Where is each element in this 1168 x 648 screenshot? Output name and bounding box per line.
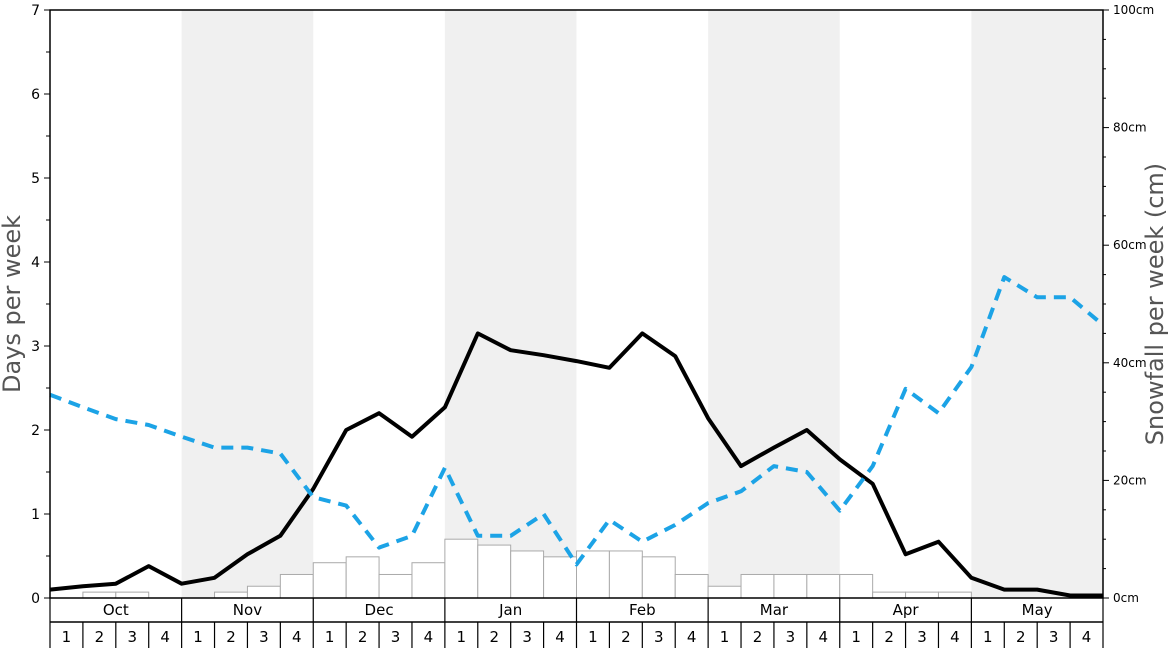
week-label: 3 bbox=[786, 628, 796, 646]
snowfall-bar bbox=[839, 573, 874, 599]
snowfall-bar bbox=[707, 585, 742, 599]
week-label: 4 bbox=[950, 628, 960, 646]
snowfall-bar bbox=[115, 591, 150, 599]
snowfall-bars bbox=[82, 538, 972, 599]
week-label: 2 bbox=[753, 628, 763, 646]
snowfall-bar bbox=[773, 573, 808, 599]
snowfall-bar bbox=[872, 591, 907, 599]
snowfall-bar bbox=[510, 550, 545, 599]
week-label: 4 bbox=[1082, 628, 1092, 646]
right-tick-label: 0cm bbox=[1113, 591, 1139, 605]
week-label: 4 bbox=[819, 628, 829, 646]
week-label: 3 bbox=[1049, 628, 1059, 646]
month-bands bbox=[181, 10, 1103, 598]
snowfall-bar bbox=[214, 591, 248, 599]
snowfall-bar bbox=[411, 562, 446, 599]
week-row: 1 2 3 4 1 2 3 4 1 2 3 4 1 2 3 4 1 2 3 4 1 2 3 4 1 2 3 4 1 2 3 4 bbox=[49, 622, 1104, 648]
week-label: 2 bbox=[358, 628, 368, 646]
week-label: 1 bbox=[851, 628, 861, 646]
week-label: 1 bbox=[457, 628, 467, 646]
snowfall-bar bbox=[246, 585, 281, 599]
solid-series-line bbox=[49, 331, 1103, 598]
month-label-dec: Dec bbox=[365, 601, 394, 619]
month-label-mar: Mar bbox=[760, 601, 789, 619]
month-label-jan: Jan bbox=[498, 601, 522, 619]
week-label: 3 bbox=[259, 628, 269, 646]
month-band-mar bbox=[708, 10, 840, 598]
month-row: Oct Nov Dec Jan Feb Mar Apr May bbox=[49, 598, 1104, 623]
week-label: 3 bbox=[654, 628, 664, 646]
left-tick-label: 4 bbox=[31, 255, 40, 271]
week-label: 2 bbox=[884, 628, 894, 646]
snowfall-bar bbox=[82, 591, 117, 599]
snowfall-bar bbox=[477, 544, 512, 599]
right-tick-label: 40cm bbox=[1113, 356, 1147, 370]
left-tick-label: 5 bbox=[31, 171, 40, 187]
right-tick-label: 60cm bbox=[1113, 238, 1147, 252]
week-label: 4 bbox=[292, 628, 302, 646]
week-label: 1 bbox=[588, 628, 598, 646]
month-label-nov: Nov bbox=[233, 601, 262, 619]
week-label: 4 bbox=[555, 628, 565, 646]
left-tick-label: 0 bbox=[31, 591, 40, 607]
right-tick-label: 100cm bbox=[1113, 3, 1154, 17]
week-label: 3 bbox=[391, 628, 401, 646]
left-tick-label: 3 bbox=[31, 339, 40, 355]
week-label: 2 bbox=[489, 628, 499, 646]
week-label: 1 bbox=[193, 628, 203, 646]
month-band-may bbox=[971, 10, 1103, 598]
left-tick-label: 7 bbox=[31, 3, 40, 19]
snowfall-bar bbox=[444, 538, 479, 599]
month-band-nov bbox=[181, 10, 314, 598]
snowfall-bar bbox=[543, 556, 577, 599]
week-label: 1 bbox=[62, 628, 72, 646]
series-lines bbox=[49, 275, 1105, 598]
left-tick-label: 1 bbox=[31, 507, 40, 523]
snowfall-bar bbox=[312, 562, 347, 599]
snowfall-bar bbox=[608, 550, 643, 599]
left-tick-label: 6 bbox=[31, 87, 40, 103]
snowfall-bar bbox=[674, 573, 709, 599]
right-axis-title: Snowfall per week (cm) bbox=[1141, 163, 1168, 445]
week-label: 2 bbox=[95, 628, 105, 646]
snowfall-bar bbox=[937, 591, 972, 599]
month-label-oct: Oct bbox=[103, 601, 129, 619]
left-axis: 0 1 2 3 4 5 6 7 bbox=[31, 3, 50, 607]
right-tick-label: 20cm bbox=[1113, 473, 1147, 487]
week-label: 1 bbox=[325, 628, 335, 646]
snowfall-bar bbox=[641, 556, 676, 599]
week-label: 4 bbox=[687, 628, 697, 646]
week-label: 2 bbox=[1016, 628, 1026, 646]
snowfall-bar bbox=[345, 556, 380, 599]
left-axis-title: Days per week bbox=[0, 215, 26, 393]
month-label-may: May bbox=[1022, 601, 1053, 619]
week-label: 1 bbox=[720, 628, 730, 646]
week-label: 3 bbox=[522, 628, 532, 646]
week-label: 4 bbox=[160, 628, 170, 646]
snowfall-bar bbox=[806, 573, 841, 599]
left-tick-label: 2 bbox=[31, 423, 40, 439]
snowfall-bar bbox=[905, 591, 939, 599]
month-label-feb: Feb bbox=[629, 601, 656, 619]
right-axis: 0cm 20cm 40cm 60cm 80cm 100cm bbox=[1103, 3, 1154, 605]
week-label: 2 bbox=[226, 628, 236, 646]
month-label-apr: Apr bbox=[893, 601, 920, 619]
snowfall-bar bbox=[279, 573, 314, 599]
month-band-jan bbox=[444, 10, 577, 598]
week-label: 2 bbox=[621, 628, 631, 646]
week-label: 3 bbox=[917, 628, 927, 646]
snowfall-bar bbox=[378, 573, 413, 599]
dashed-series-line bbox=[49, 275, 1105, 567]
week-label: 1 bbox=[983, 628, 993, 646]
snowfall-bar bbox=[740, 573, 775, 599]
week-label: 4 bbox=[424, 628, 434, 646]
week-label: 3 bbox=[127, 628, 137, 646]
right-tick-label: 80cm bbox=[1113, 121, 1147, 135]
